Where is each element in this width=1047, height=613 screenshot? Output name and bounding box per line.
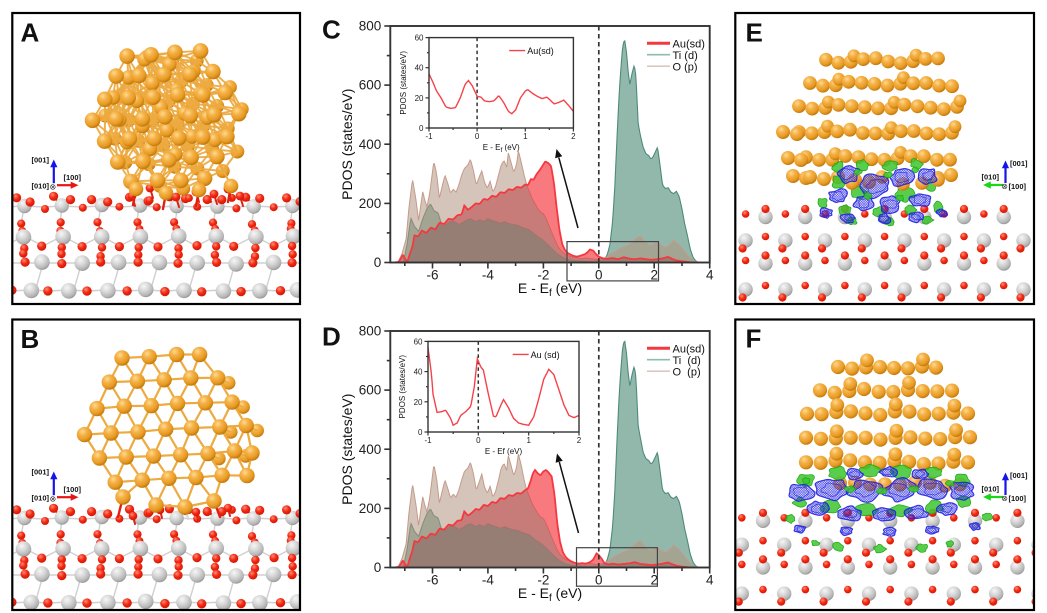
svg-text:400: 400 — [359, 137, 382, 152]
svg-text:800: 800 — [359, 324, 382, 339]
svg-text:O (p): O (p) — [673, 62, 698, 74]
svg-text:60: 60 — [415, 34, 424, 43]
svg-text:[010]: [010] — [982, 173, 1000, 182]
svg-text:2: 2 — [650, 268, 658, 283]
svg-text:E - Ef (eV): E - Ef (eV) — [518, 585, 582, 604]
svg-text:-1: -1 — [424, 436, 432, 445]
svg-text:[010]: [010] — [32, 182, 50, 191]
svg-text:⊗: ⊗ — [1001, 494, 1008, 503]
svg-text:[001]: [001] — [1010, 471, 1028, 480]
svg-text:60: 60 — [414, 337, 423, 346]
svg-text:0: 0 — [374, 255, 382, 270]
svg-text:20: 20 — [415, 94, 424, 103]
svg-text:[100]: [100] — [64, 485, 82, 494]
svg-text:600: 600 — [359, 383, 382, 398]
svg-text:PDOS (states/eV): PDOS (states/eV) — [339, 394, 355, 505]
svg-text:200: 200 — [359, 196, 382, 211]
svg-text:Au(sd): Au(sd) — [673, 344, 705, 356]
svg-text:⊗: ⊗ — [50, 494, 57, 503]
svg-text:600: 600 — [359, 78, 382, 93]
svg-text:0: 0 — [476, 436, 481, 445]
svg-text:E - Ef (eV): E - Ef (eV) — [485, 447, 523, 456]
svg-text:0: 0 — [419, 124, 424, 133]
svg-text:[010]: [010] — [32, 494, 50, 503]
svg-text:F: F — [746, 324, 762, 354]
svg-text:Ti (d): Ti (d) — [673, 50, 698, 62]
svg-text:-6: -6 — [426, 268, 438, 283]
svg-text:Au (sd): Au (sd) — [531, 350, 560, 360]
svg-text:0: 0 — [374, 560, 382, 575]
svg-text:200: 200 — [359, 501, 382, 516]
svg-text:⊗: ⊗ — [50, 182, 57, 191]
svg-text:-4: -4 — [482, 268, 494, 283]
svg-text:800: 800 — [359, 19, 382, 34]
svg-text:[100]: [100] — [1009, 494, 1027, 503]
svg-text:0: 0 — [475, 132, 480, 141]
svg-text:PDOS (states/eV): PDOS (states/eV) — [339, 89, 355, 200]
svg-text:4: 4 — [706, 573, 714, 588]
svg-text:[100]: [100] — [64, 173, 82, 182]
svg-text:0: 0 — [595, 573, 603, 588]
svg-text:-1: -1 — [425, 132, 433, 141]
svg-text:40: 40 — [415, 64, 424, 73]
svg-text:C: C — [322, 15, 341, 45]
svg-text:2: 2 — [650, 573, 658, 588]
svg-text:PDOS (states/eV): PDOS (states/eV) — [398, 355, 407, 419]
svg-text:D: D — [322, 322, 341, 352]
svg-text:[010]: [010] — [982, 485, 1000, 494]
svg-text:-2: -2 — [537, 268, 549, 283]
svg-text:400: 400 — [359, 442, 382, 457]
svg-text:2: 2 — [571, 132, 576, 141]
svg-text:1: 1 — [526, 436, 531, 445]
svg-text:[001]: [001] — [1010, 159, 1028, 168]
svg-text:0: 0 — [418, 428, 423, 437]
svg-text:Au(sd): Au(sd) — [673, 39, 705, 51]
svg-text:40: 40 — [414, 368, 423, 377]
svg-text:⊗: ⊗ — [1001, 182, 1008, 191]
svg-text:E: E — [746, 18, 763, 48]
svg-text:B: B — [21, 324, 40, 354]
svg-text:E - Ef (eV): E - Ef (eV) — [483, 143, 520, 154]
svg-text:E - Ef (eV): E - Ef (eV) — [518, 280, 582, 299]
svg-text:4: 4 — [706, 268, 714, 283]
svg-text:[100]: [100] — [1009, 182, 1027, 191]
svg-text:[001]: [001] — [32, 156, 50, 165]
svg-text:0: 0 — [595, 268, 603, 283]
svg-text:-4: -4 — [482, 573, 494, 588]
svg-text:-2: -2 — [537, 573, 549, 588]
svg-text:O (p): O (p) — [673, 367, 701, 379]
svg-text:-6: -6 — [426, 573, 438, 588]
svg-text:1: 1 — [523, 132, 528, 141]
svg-text:A: A — [21, 18, 40, 48]
svg-text:Au(sd): Au(sd) — [527, 46, 554, 56]
svg-text:20: 20 — [414, 398, 423, 407]
svg-text:PDOS (states/eV): PDOS (states/eV) — [399, 51, 408, 115]
svg-text:Ti (d): Ti (d) — [673, 355, 701, 367]
svg-text:2: 2 — [577, 436, 582, 445]
svg-text:[001]: [001] — [32, 468, 50, 477]
